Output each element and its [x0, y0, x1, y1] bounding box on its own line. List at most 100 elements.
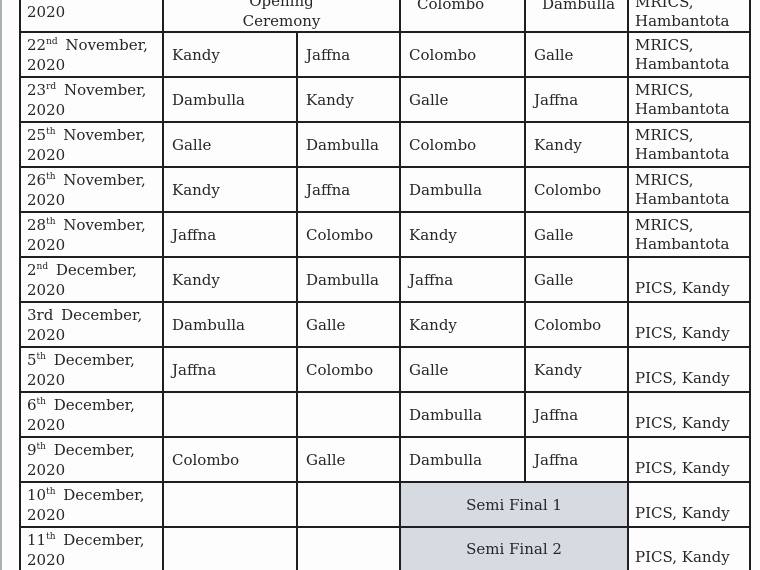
team-cell: Galle: [524, 256, 630, 303]
team-cell: Kandy: [162, 31, 298, 78]
team-name: Colombo: [534, 180, 602, 199]
opening-ceremony-cell: Opening Ceremony: [161, 0, 402, 33]
date-line-2: 2020: [27, 3, 66, 21]
team-name: Galle: [534, 45, 574, 64]
team-cell: Colombo: [524, 166, 630, 213]
team-cell: Galle: [162, 121, 298, 168]
date-line-1: 22nd November,: [27, 36, 148, 54]
date-cell: 26th November, 2020: [19, 166, 164, 213]
venue-text: PICS, Kandy: [635, 414, 730, 432]
team-name: Kandy: [409, 315, 457, 334]
date-line-1: 23rd November,: [27, 81, 147, 99]
team-name: Jaffna: [409, 270, 454, 289]
team-name: Galle: [172, 135, 212, 154]
team-cell: Galle: [524, 211, 630, 258]
team-cell: Jaffna: [162, 346, 298, 393]
team-cell: Jaffna: [399, 256, 527, 303]
team-name: Colombo: [417, 0, 485, 13]
team-cell: Dambulla: [295, 256, 402, 303]
team-name: Kandy: [172, 45, 220, 64]
ordinal-superscript: th: [46, 217, 56, 227]
table-row: 2nd December, 2020 Kandy Dambulla Jaffna Gall…: [19, 256, 752, 303]
team-name: Dambulla: [409, 180, 483, 199]
team-cell: Dambulla: [162, 76, 298, 123]
team-cell: Kandy: [162, 256, 298, 303]
team-name: Dambulla: [306, 135, 379, 154]
table-row: 23rd November, 2020 Dambulla Kandy Galle Jaff…: [19, 76, 752, 123]
team-cell: Dambulla: [399, 391, 527, 438]
table-row: 2020 Opening Ceremony Colombo Dambulla MRICS,…: [19, 0, 752, 33]
team-name: Galle: [534, 270, 574, 289]
team-name: Kandy: [534, 135, 582, 154]
date-cell: 9th December, 2020: [19, 436, 164, 483]
team-name: Jaffna: [306, 45, 351, 64]
date-line-1: 11th December,: [27, 531, 145, 549]
team-cell: [162, 391, 298, 438]
venue-text: MRICS, Hambantota: [635, 35, 730, 73]
semi-final-label: Semi Final 1: [466, 495, 562, 514]
venue-text: PICS, Kandy: [635, 504, 730, 522]
venue-text: MRICS, Hambantota: [635, 125, 730, 163]
team-cell: Kandy: [524, 121, 630, 168]
team-cell: Dambulla: [162, 301, 298, 348]
team-cell: Jaffna: [524, 391, 630, 438]
team-name: Jaffna: [534, 90, 579, 109]
table-row: 11th December, 2020 Semi Final 2 PICS, Kand…: [19, 526, 752, 570]
team-cell: Colombo: [162, 436, 298, 483]
team-cell: [295, 526, 402, 570]
team-cell: Kandy: [295, 76, 402, 123]
ordinal-superscript: th: [36, 442, 46, 452]
team-cell: Galle: [295, 436, 402, 483]
venue-cell: MRICS, Hambantota: [627, 31, 752, 78]
date-line-1: 10th December,: [27, 486, 145, 504]
team-cell: Jaffna: [524, 436, 630, 483]
venue-text: MRICS, Hambantota: [635, 170, 730, 208]
table-row: 28th November, 2020 Jaffna Colombo Kandy Gall…: [19, 211, 752, 258]
date-line-2: 2020: [27, 371, 66, 389]
venue-text: PICS, Kandy: [635, 548, 730, 566]
venue-text: MRICS, Hambantota: [635, 0, 730, 30]
date-line-2: 2020: [27, 416, 66, 434]
venue-cell: MRICS, Hambantota: [627, 121, 752, 168]
team-cell: Colombo: [399, 31, 527, 78]
table-row: 22nd November, 2020 Kandy Jaffna Colombo Gall…: [19, 31, 752, 78]
ordinal-superscript: th: [36, 352, 46, 362]
date-cell: 22nd November, 2020: [19, 31, 164, 78]
ordinal-superscript: nd: [46, 37, 58, 47]
team-cell: Kandy: [399, 211, 527, 258]
team-name: Galle: [409, 360, 449, 379]
team-name: Colombo: [409, 135, 477, 154]
semi-final-cell: Semi Final 2: [399, 526, 630, 570]
team-name: Colombo: [306, 225, 374, 244]
date-line-1: 9th December,: [27, 441, 135, 459]
venue-text: PICS, Kandy: [635, 279, 730, 297]
team-name: Dambulla: [306, 270, 379, 289]
team-cell: Kandy: [399, 301, 527, 348]
date-line-2: 2020: [27, 326, 66, 344]
team-name: Dambulla: [172, 90, 245, 109]
date-cell: 28th November, 2020: [19, 211, 164, 258]
team-name: Jaffna: [172, 225, 217, 244]
date-line-1: 6th December,: [27, 396, 135, 414]
date-cell: 2nd December, 2020: [19, 256, 164, 303]
team-cell: Galle: [295, 301, 402, 348]
team-cell: Jaffna: [295, 166, 402, 213]
team-cell: [162, 481, 298, 528]
venue-text: PICS, Kandy: [635, 324, 730, 342]
ordinal-superscript: rd: [46, 82, 57, 92]
team-cell: [295, 481, 402, 528]
venue-cell: MRICS, Hambantota: [627, 0, 752, 33]
team-cell: Kandy: [162, 166, 298, 213]
semi-final-label: Semi Final 2: [466, 540, 562, 558]
ordinal-superscript: th: [46, 487, 56, 497]
date-cell: 5th December, 2020: [19, 346, 164, 393]
venue-cell: PICS, Kandy: [627, 391, 752, 438]
team-name: Dambulla: [172, 315, 245, 334]
team-name: Kandy: [172, 180, 220, 199]
venue-cell: PICS, Kandy: [627, 256, 752, 303]
date-cell: 25th November, 2020: [19, 121, 164, 168]
team-cell: Dambulla: [295, 121, 402, 168]
team-cell: Dambulla: [399, 436, 527, 483]
team-name: Dambulla: [409, 450, 483, 469]
date-cell: 23rd November, 2020: [19, 76, 164, 123]
